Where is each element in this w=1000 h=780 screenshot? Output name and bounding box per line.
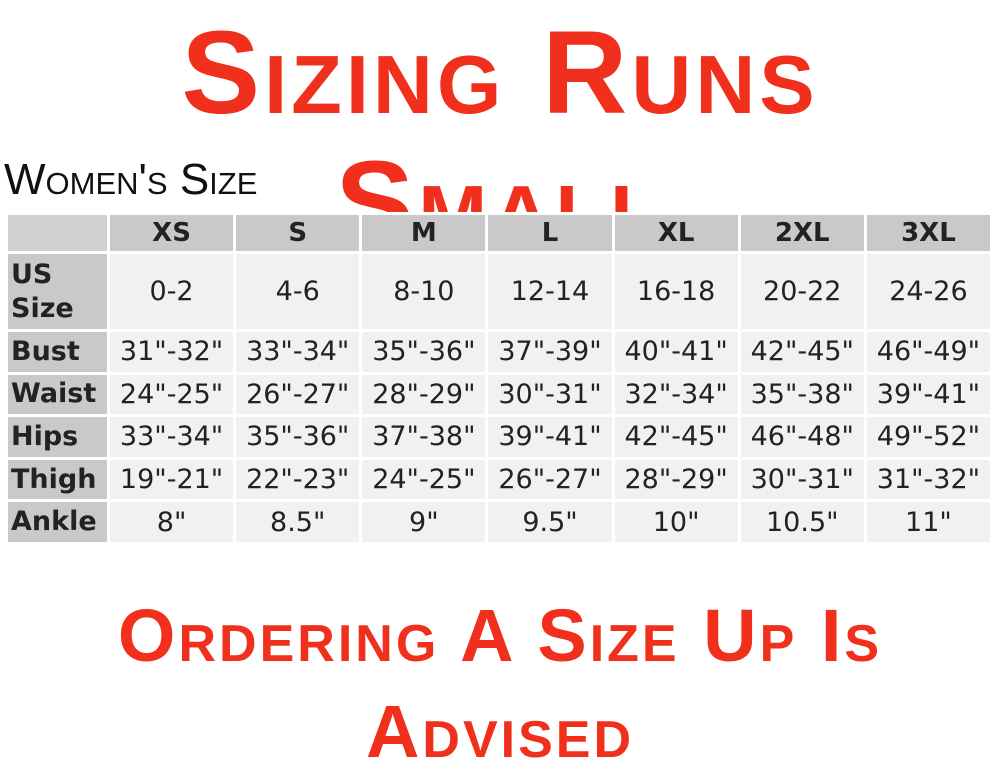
table-cell: 16-18	[611, 251, 741, 332]
table-cell: 49"-52"	[863, 414, 994, 460]
table-cell: 9"	[359, 499, 489, 545]
table-cell: 28"-29"	[359, 371, 489, 418]
table-cell: 24"-25"	[106, 371, 237, 418]
table-cell: 35"-38"	[737, 371, 867, 418]
column-header: 3XL	[863, 212, 994, 254]
table-cell: 30"-31"	[485, 371, 615, 418]
table-row: Waist 24"-25" 26"-27" 28"-29" 30"-31" 32"-34"…	[5, 371, 994, 418]
column-header: XS	[106, 212, 237, 254]
footer-note: Ordering A Size Up Is Advised	[117, 594, 883, 773]
row-header: Hips	[5, 414, 110, 460]
table-cell: 40"-41"	[611, 329, 741, 375]
table-cell: 12-14	[485, 251, 615, 332]
table-cell: 42"-45"	[737, 329, 867, 375]
column-header: 2XL	[737, 212, 867, 254]
table-cell: 19"-21"	[106, 456, 237, 503]
row-header: Waist	[5, 371, 110, 418]
table-cell: 37"-38"	[359, 414, 489, 460]
table-cell: 30"-31"	[737, 456, 867, 503]
column-header: XL	[611, 212, 741, 254]
table-cell: 32"-34"	[611, 371, 741, 418]
table-row: Bust 31"-32" 33"-34" 35"-36" 37"-39" 40"-41" 4…	[5, 329, 994, 375]
row-header: US Size	[5, 251, 110, 332]
table-cell: 35"-36"	[233, 414, 363, 460]
table-cell: 9.5"	[485, 499, 615, 545]
column-header: S	[233, 212, 363, 254]
table-row: Ankle 8" 8.5" 9" 9.5" 10" 10.5" 11"	[5, 499, 994, 545]
table-cell: 11"	[863, 499, 994, 545]
table-cell: 8"	[106, 499, 237, 545]
table-cell: 46"-48"	[737, 414, 867, 460]
table-cell: 26"-27"	[485, 456, 615, 503]
title: Sizing Runs Small	[181, 7, 819, 269]
column-header: L	[485, 212, 615, 254]
table-cell: 31"-32"	[106, 329, 237, 375]
size-table: XS S M L XL 2XL 3XL US Size 0-2 4-6 8-10 12-14 16-1…	[5, 212, 994, 545]
table-cell: 8-10	[359, 251, 489, 332]
table-cell: 10"	[611, 499, 741, 545]
header-row: XS S M L XL 2XL 3XL	[5, 212, 994, 254]
table-cell: 35"-36"	[359, 329, 489, 375]
table-cell: 4-6	[233, 251, 363, 332]
page: Sizing Runs Small Women's Size XS S M L XL 2X…	[4, 7, 994, 773]
table-cell: 33"-34"	[233, 329, 363, 375]
table-cell: 8.5"	[233, 499, 363, 545]
table-cell: 10.5"	[737, 499, 867, 545]
column-header: M	[359, 212, 489, 254]
table-cell: 0-2	[106, 251, 237, 332]
corner-cell	[5, 212, 110, 254]
row-header: Bust	[5, 329, 110, 375]
table-row: Hips 33"-34" 35"-36" 37"-38" 39"-41" 42"-45" 4…	[5, 414, 994, 460]
table-cell: 42"-45"	[611, 414, 741, 460]
table-cell: 24"-25"	[359, 456, 489, 503]
row-header: Thigh	[5, 456, 110, 503]
table-cell: 24-26	[863, 251, 994, 332]
table-cell: 31"-32"	[863, 456, 994, 503]
table-cell: 26"-27"	[233, 371, 363, 418]
table-row: US Size 0-2 4-6 8-10 12-14 16-18 20-22 24-26	[5, 251, 994, 332]
table-cell: 46"-49"	[863, 329, 994, 375]
table-cell: 33"-34"	[106, 414, 237, 460]
table-cell: 37"-39"	[485, 329, 615, 375]
table-cell: 28"-29"	[611, 456, 741, 503]
table-cell: 39"-41"	[863, 371, 994, 418]
table-cell: 39"-41"	[485, 414, 615, 460]
subtitle: Women's Size	[4, 155, 258, 204]
table-cell: 22"-23"	[233, 456, 363, 503]
row-header: Ankle	[5, 499, 110, 545]
table-cell: 20-22	[737, 251, 867, 332]
table-row: Thigh 19"-21" 22"-23" 24"-25" 26"-27" 28"-29"…	[5, 456, 994, 503]
